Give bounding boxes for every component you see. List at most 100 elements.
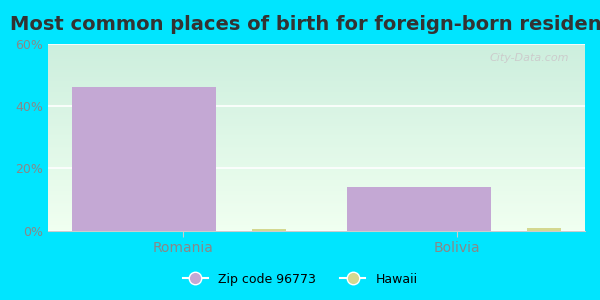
Bar [48, 193, 585, 195]
Bar [48, 113, 585, 115]
Bar [48, 206, 585, 208]
Bar [48, 63, 585, 64]
Bar [48, 118, 585, 120]
Bar [48, 171, 585, 173]
Bar [48, 130, 585, 132]
Bar [48, 109, 585, 111]
Bar [48, 202, 585, 204]
Bar [48, 199, 585, 201]
Bar [48, 126, 585, 128]
Bar [347, 187, 491, 231]
Bar [48, 214, 585, 216]
Bar [48, 100, 585, 102]
Bar [48, 98, 585, 100]
Bar [48, 158, 585, 160]
Bar [48, 143, 585, 145]
Bar [48, 77, 585, 80]
Bar [48, 124, 585, 126]
Bar [527, 228, 560, 231]
Bar [48, 182, 585, 184]
Bar [48, 195, 585, 197]
Bar [48, 204, 585, 206]
Bar [48, 152, 585, 154]
Bar [48, 48, 585, 50]
Bar [48, 103, 585, 106]
Bar [48, 115, 585, 117]
Bar [48, 61, 585, 63]
Bar [48, 128, 585, 130]
Bar [48, 53, 585, 55]
Bar [253, 229, 286, 231]
Bar [48, 68, 585, 70]
Bar [48, 150, 585, 152]
Bar [48, 89, 585, 91]
Bar [48, 180, 585, 182]
Bar [48, 148, 585, 150]
Bar [48, 80, 585, 81]
Bar [48, 190, 585, 191]
Bar [48, 137, 585, 139]
Bar [48, 91, 585, 92]
Bar [48, 50, 585, 51]
Bar [48, 81, 585, 83]
Bar [48, 132, 585, 134]
Bar [48, 74, 585, 76]
Bar [48, 111, 585, 113]
Bar [48, 92, 585, 94]
Bar [48, 120, 585, 122]
Bar [48, 96, 585, 98]
Bar [48, 106, 585, 107]
Bar [48, 164, 585, 165]
Bar [48, 64, 585, 66]
Bar [48, 175, 585, 176]
Bar [48, 141, 585, 143]
Bar [48, 225, 585, 227]
Bar [48, 72, 585, 74]
Bar [48, 117, 585, 118]
Bar [48, 188, 585, 190]
Bar [48, 145, 585, 147]
Bar [48, 161, 585, 164]
Bar [48, 178, 585, 180]
Bar [48, 197, 585, 199]
Bar [48, 229, 585, 231]
Bar [48, 173, 585, 175]
Bar [48, 227, 585, 229]
Bar [48, 83, 585, 85]
Bar [48, 55, 585, 57]
Bar [48, 165, 585, 167]
Bar [48, 59, 585, 61]
Bar [48, 51, 585, 53]
Bar [72, 88, 217, 231]
Bar [48, 122, 585, 124]
Bar [48, 191, 585, 193]
Bar [48, 57, 585, 59]
Bar [48, 135, 585, 137]
Bar [48, 184, 585, 186]
Bar [48, 210, 585, 212]
Bar [48, 169, 585, 171]
Bar [48, 76, 585, 77]
Bar [48, 70, 585, 72]
Bar [48, 154, 585, 156]
Bar [48, 94, 585, 96]
Bar [48, 156, 585, 158]
Bar [48, 147, 585, 148]
Bar [48, 66, 585, 68]
Bar [48, 216, 585, 218]
Bar [48, 176, 585, 178]
Bar [48, 107, 585, 109]
Bar [48, 208, 585, 210]
Bar [48, 201, 585, 203]
Bar [48, 87, 585, 89]
Bar [48, 85, 585, 87]
Bar [48, 167, 585, 169]
Bar [48, 102, 585, 103]
Bar [48, 44, 585, 46]
Bar [48, 219, 585, 221]
Bar [48, 46, 585, 48]
Text: City-Data.com: City-Data.com [490, 53, 569, 63]
Bar [48, 221, 585, 223]
Legend: Zip code 96773, Hawaii: Zip code 96773, Hawaii [178, 268, 422, 291]
Bar [48, 186, 585, 188]
